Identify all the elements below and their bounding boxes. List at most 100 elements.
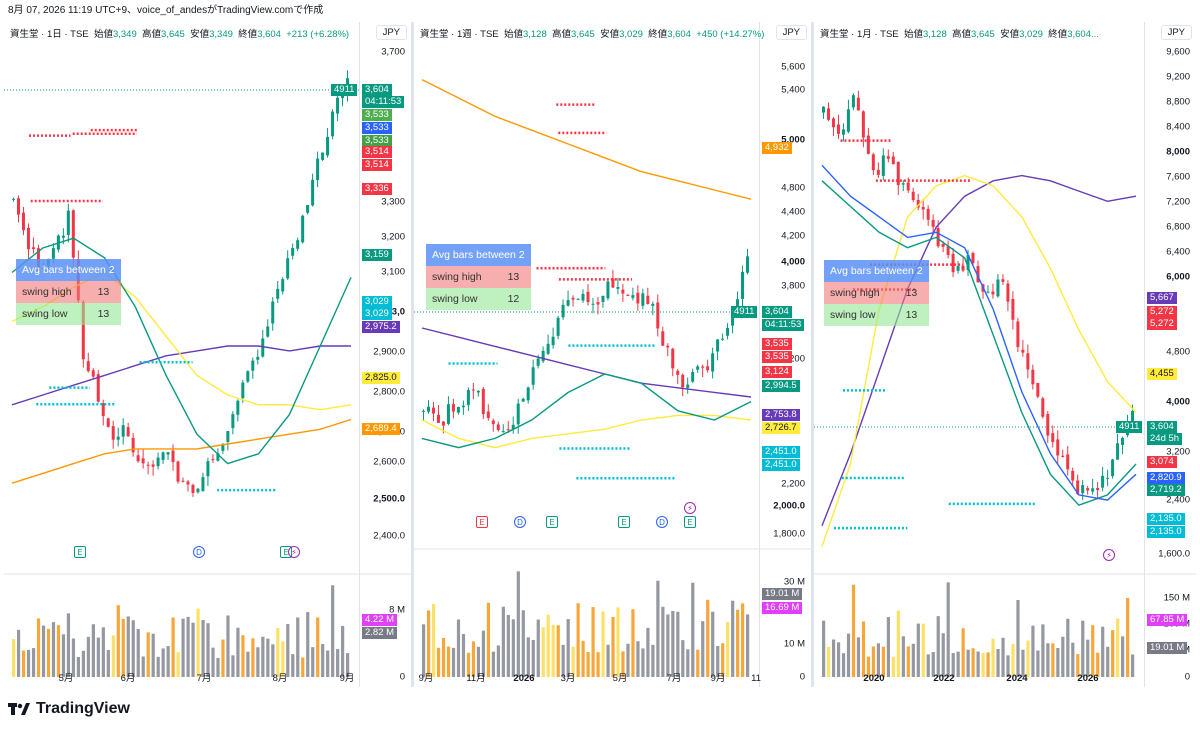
dividend-event-icon[interactable]: D [656,516,668,528]
volume-axis-label: 67.85 M [1147,614,1188,626]
price-axis[interactable]: 5,600 5,400 5,000 4,800 4,400 4,200 4,000 3,800… [759,22,811,687]
close-value: 3,604... [1067,29,1099,40]
low-label: 安値 [600,29,620,40]
volume-bar [836,642,841,677]
split-event-icon[interactable]: ⚡ [288,546,300,558]
candle-body [311,179,315,206]
close-value: 3,604 [257,29,281,40]
candle-body [691,372,695,382]
earnings-event-icon[interactable]: E [476,516,488,528]
price-tick-label: 4,800 [1166,346,1190,358]
candle-body [436,414,440,423]
tradingview-branding[interactable]: TradingView [8,697,130,721]
volume-bar [306,612,310,677]
time-axis[interactable]: 2020 2022 2024 2026 [814,669,1196,687]
earnings-event-icon[interactable]: E [74,546,86,558]
high-value: 3,645 [571,29,595,40]
volume-bar [1031,625,1035,677]
price-axis-label: 2,753.8 [762,409,800,421]
volume-bar [1121,636,1125,677]
price-chart-canvas[interactable] [4,22,411,687]
volume-bar [1001,637,1005,677]
time-tick-label: 9月 [418,673,434,684]
time-tick-label: 11月 [466,673,486,684]
currency-button[interactable]: JPY [375,25,407,40]
time-axis[interactable]: 5月 6月 7月 8月 9月 [4,669,411,687]
volume-bar [76,656,81,677]
candle-body [611,278,615,288]
candle-body [1111,459,1115,477]
candle-body [21,212,25,231]
price-axis[interactable]: 9,600 9,200 8,800 8,400 8,000 7,600 7,200 6,800… [1144,22,1196,687]
price-tick-label: 1,800.0 [773,528,805,540]
price-chart-canvas[interactable] [414,22,811,687]
split-event-icon[interactable]: ⚡ [684,502,696,514]
panel-divider[interactable] [811,22,814,687]
candle-body [26,227,30,250]
time-tick-label: 5月 [612,673,628,684]
volume-bar [601,611,605,677]
volume-bar [596,652,600,677]
candle-body [511,424,515,430]
volume-bar [126,616,130,677]
dividend-event-icon[interactable]: D [193,546,205,558]
candle-body [961,265,965,271]
candle-body [506,429,510,431]
volume-bar [506,614,510,677]
candle-body [676,370,680,375]
volume-bar [851,584,856,677]
volume-bar [826,646,831,677]
volume-bar [731,600,735,677]
tradingview-logo-icon [8,702,30,716]
price-axis-label: 2,825.0 [362,372,400,384]
volume-bar [196,608,200,677]
volume-bar [1056,648,1060,677]
price-tick-label: 2,800.0 [373,386,405,398]
volume-bar [1116,618,1120,677]
volume-bar [1006,655,1010,677]
candle-body [476,390,480,393]
price-tick-label: 3,200 [781,353,805,365]
candle-body [661,331,665,346]
candle-body [1026,353,1030,370]
candle-body [246,371,250,382]
volume-bar [511,619,515,677]
candle-body [66,210,70,236]
chart-panel-daily[interactable]: 資生堂 · 1日 · TSE 始値3,349 高値3,645 安値3,349 終… [4,22,411,687]
candle-body [321,152,325,160]
chart-panel-monthly[interactable]: 資生堂 · 1月 · TSE 始値3,128 高値3,645 安値3,029 終… [814,22,1196,687]
volume-bar [206,623,210,677]
price-axis-label: 5,272 [1147,318,1177,330]
earnings-event-icon[interactable]: E [684,516,696,528]
price-axis[interactable]: 3,7003,3003,2003,1003,02,900.02,800.02,7… [359,22,411,687]
volume-bar [311,647,315,677]
chart-panel-weekly[interactable]: 資生堂 · 1週 · TSE 始値3,128 高値3,645 安値3,029 終… [414,22,811,687]
swing-high-value: 13 [501,266,531,288]
volume-bar [456,619,461,677]
price-tick-label: 1,600.0 [1158,548,1190,560]
currency-button[interactable]: JPY [1160,25,1192,40]
split-event-icon[interactable]: ⚡ [1103,549,1115,561]
volume-bar [641,648,645,677]
volume-bar [686,649,690,677]
volume-bar [501,606,505,677]
earnings-event-icon[interactable]: E [618,516,630,528]
swing-low-label: swing low [426,288,502,310]
price-axis-label: 2,820.9 [1147,472,1185,484]
price-tick-label: 7,600 [1166,171,1190,183]
currency-button[interactable]: JPY [775,25,807,40]
candle-body [856,97,860,111]
symbol-legend: 資生堂 · 1日 · TSE 始値3,349 高値3,645 安値3,349 終… [10,26,349,40]
candle-body [901,183,905,185]
panel-divider[interactable] [411,22,414,687]
volume-bar [926,654,930,677]
volume-bar [996,648,1000,677]
price-chart-canvas[interactable] [814,22,1196,687]
price-axis-label: 2,451.0 [762,446,800,458]
price-axis-label: 3,029 [362,308,392,320]
volume-bar [1131,654,1135,677]
dividend-event-icon[interactable]: D [514,516,526,528]
symbol-title: 資生堂 · 1週 · TSE [420,29,499,40]
earnings-event-icon[interactable]: E [546,516,558,528]
time-axis[interactable]: 9月 11月 2026 3月 5月 7月 9月 11 [414,669,811,687]
